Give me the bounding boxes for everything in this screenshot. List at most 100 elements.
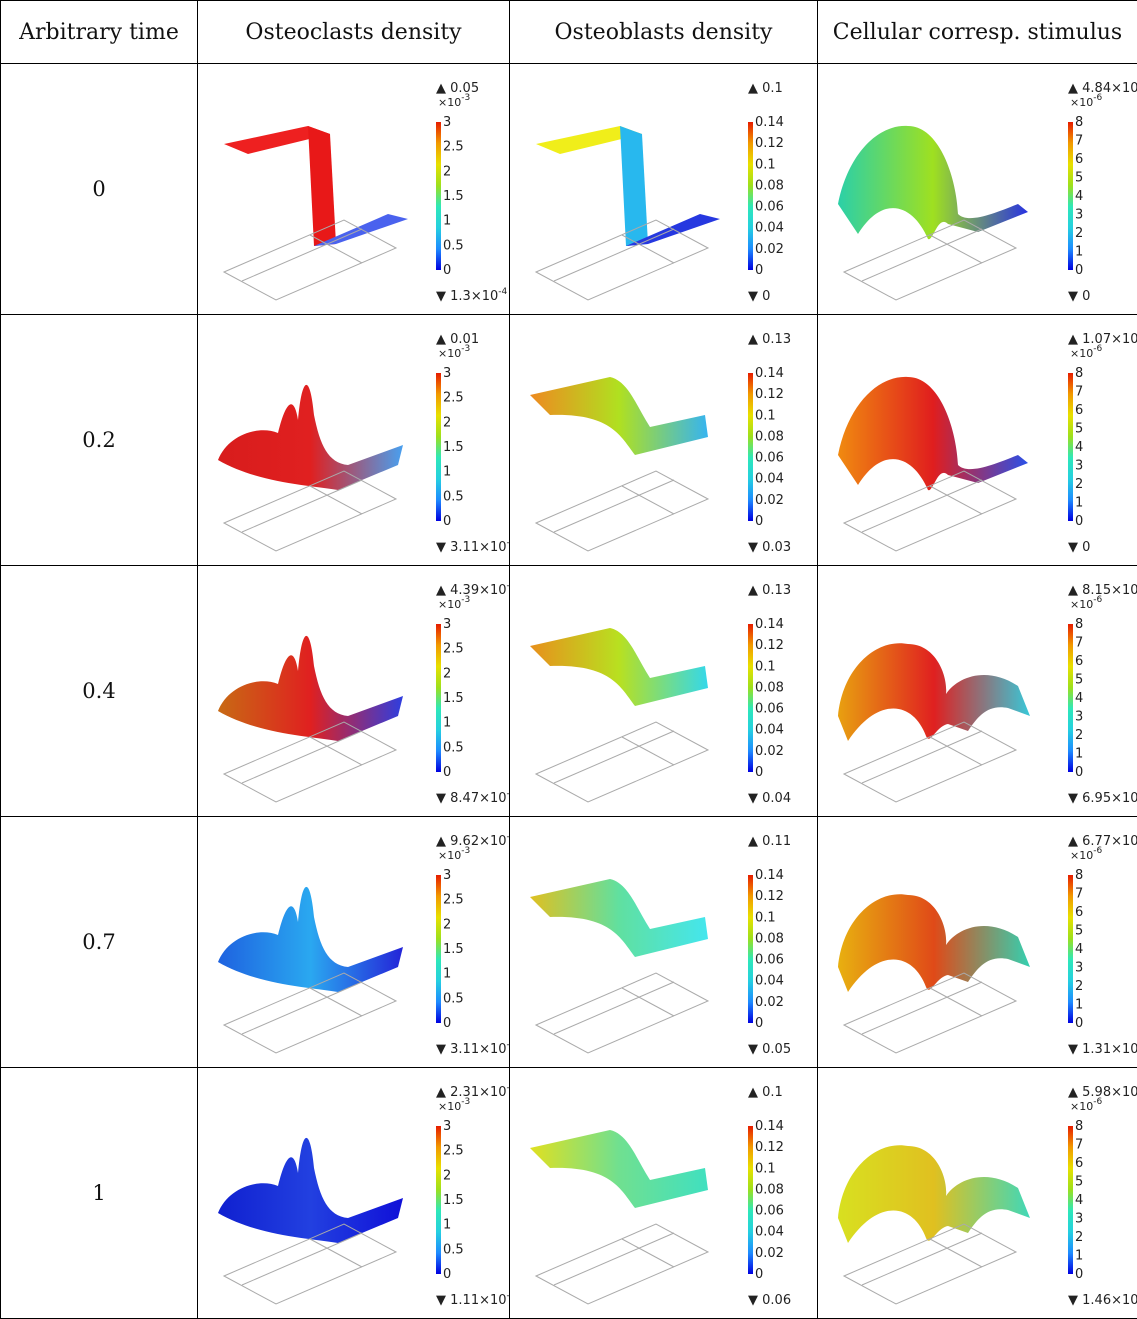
colorbar-tick-label: 0 [755, 514, 763, 529]
colorbar-tick-label: 2 [443, 164, 451, 179]
osteoclasts-plot-cell: ▲ 9.62×10-4▼ 3.11×10-5×10-332.521.510.50 [198, 817, 510, 1068]
colorbar-max-label: ▲ 1.07×10-5 [1068, 330, 1137, 347]
colorbar-tick-label: 0.14 [755, 868, 784, 883]
colorbar-min-label: ▼ 1.31×10-6 [1068, 1040, 1137, 1057]
colorbar-tick-label: 2 [443, 415, 451, 430]
colorbar-tick-label: 0.1 [755, 1161, 776, 1176]
colorbar-tick-label: 1 [1075, 1249, 1083, 1264]
colorbar-max-label: ▲ 8.15×10-6 [1068, 581, 1137, 598]
colorbar-exponent: ×10-6 [1070, 344, 1102, 360]
colorbar-tick-label: 3 [443, 366, 451, 381]
colorbar-tick-label: 0.5 [443, 991, 464, 1006]
colorbar-max-label: ▲ 0.1 [748, 81, 783, 96]
colorbar-tick-label: 2.5 [443, 642, 464, 657]
colorbar-tick-label: 1.5 [443, 942, 464, 957]
surface-plot [838, 126, 1028, 239]
colorbar-tick-label: 0 [1075, 263, 1083, 278]
colorbar-tick-label: 0.1 [755, 157, 776, 172]
colorbar-tick-label: 0 [1075, 1016, 1083, 1031]
colorbar-tick-label: 2.5 [443, 140, 464, 155]
colorbar-tick-label: 0.14 [755, 617, 784, 632]
colorbar-tick-label: 1 [443, 967, 451, 982]
colorbar-tick-label: 6 [1075, 905, 1083, 920]
table-row: 0.4▲ 4.39×10-3▼ 8.47×10-5×10-332.521.510… [1, 566, 1137, 817]
header-stimulus: Cellular corresp. stimulus [818, 1, 1137, 64]
colorbar-gradient [748, 875, 753, 1023]
colorbar-tick-label: 0.06 [755, 451, 784, 466]
surface-plot [838, 1145, 1030, 1243]
colorbar-exponent: ×10-3 [438, 1097, 470, 1113]
colorbar-tick-label: 0.02 [755, 1246, 784, 1261]
colorbar-tick-label: 4 [1075, 189, 1083, 204]
colorbar-tick-label: 0 [1075, 514, 1083, 529]
colorbar-tick-label: 0.02 [755, 493, 784, 508]
osteoclasts-surface-figure: ▲ 9.62×10-4▼ 3.11×10-5×10-332.521.510.50 [198, 817, 510, 1067]
colorbar-tick-label: 0.08 [755, 1182, 784, 1197]
colorbar-tick-label: 3 [1075, 1212, 1083, 1227]
colorbar-min-label: ▼ 0.04 [748, 791, 791, 806]
osteoclasts-plot-cell: ▲ 4.39×10-3▼ 8.47×10-5×10-332.521.510.50 [198, 566, 510, 817]
colorbar-tick-label: 0.12 [755, 1140, 784, 1155]
colorbar: ▲ 0.1▼ 00.140.120.10.080.060.040.020 [748, 81, 784, 304]
table-row: 1▲ 2.31×10-4▼ 1.11×10-5×10-332.521.510.5… [1, 1068, 1137, 1319]
colorbar-tick-label: 1 [443, 465, 451, 480]
colorbar-tick-label: 0.12 [755, 387, 784, 402]
colorbar-tick-label: 2 [1075, 226, 1083, 241]
colorbar-tick-label: 4 [1075, 440, 1083, 455]
colorbar-min-label: ▼ 1.11×10-5 [436, 1291, 510, 1308]
colorbar-tick-label: 5 [1075, 1175, 1083, 1190]
colorbar-tick-label: 0.02 [755, 744, 784, 759]
colorbar-tick-label: 2.5 [443, 1144, 464, 1159]
colorbar-tick-label: 0.08 [755, 931, 784, 946]
colorbar-max-label: ▲ 0.1 [748, 1085, 783, 1100]
colorbar-min-label: ▼ 0 [1068, 289, 1090, 304]
colorbar-tick-label: 8 [1075, 115, 1083, 130]
colorbar-tick-label: 5 [1075, 924, 1083, 939]
colorbar-tick-label: 4 [1075, 1193, 1083, 1208]
colorbar-tick-label: 3 [443, 1119, 451, 1134]
osteoblasts-surface-figure: ▲ 0.1▼ 0.060.140.120.10.080.060.040.020 [510, 1068, 818, 1318]
surface-plot [530, 879, 708, 957]
surface-peaks [218, 636, 403, 741]
colorbar-tick-label: 0.02 [755, 995, 784, 1010]
colorbar-tick-label: 4 [1075, 691, 1083, 706]
table-row: 0.2▲ 0.01▼ 3.11×10-4×10-332.521.510.50▲ … [1, 315, 1137, 566]
colorbar-tick-label: 7 [1075, 1138, 1083, 1153]
surface-wave [530, 879, 708, 957]
colorbar-tick-label: 1 [443, 214, 451, 229]
colorbar-tick-label: 0.04 [755, 221, 784, 236]
colorbar-tick-label: 0 [1075, 1267, 1083, 1282]
colorbar-tick-label: 1 [1075, 245, 1083, 260]
colorbar-tick-label: 0.12 [755, 889, 784, 904]
colorbar-tick-label: 0.5 [443, 238, 464, 253]
colorbar-tick-label: 0.06 [755, 702, 784, 717]
osteoclasts-surface-figure: ▲ 0.05▼ 1.3×10-4×10-332.521.510.50 [198, 64, 510, 314]
surface-plot [838, 643, 1030, 741]
colorbar-tick-label: 7 [1075, 636, 1083, 651]
colorbar-tick-label: 1 [1075, 496, 1083, 511]
colorbar-tick-label: 8 [1075, 868, 1083, 883]
surface-wave [530, 377, 708, 455]
colorbar-tick-label: 7 [1075, 385, 1083, 400]
colorbar-tick-label: 2.5 [443, 391, 464, 406]
surface-dome [838, 643, 1030, 741]
colorbar-gradient [748, 1126, 753, 1274]
osteoblasts-surface-figure: ▲ 0.13▼ 0.030.140.120.10.080.060.040.020 [510, 315, 818, 565]
colorbar-gradient [436, 875, 441, 1023]
surface-plot [536, 126, 720, 246]
colorbar-tick-label: 0.08 [755, 680, 784, 695]
time-cell: 0.7 [1, 817, 198, 1068]
colorbar: ▲ 0.13▼ 0.030.140.120.10.080.060.040.020 [748, 332, 791, 555]
colorbar-tick-label: 0 [443, 1016, 451, 1031]
colorbar-max-label: ▲ 5.98×10-6 [1068, 1083, 1137, 1100]
colorbar-min-label: ▼ 1.3×10-4 [436, 287, 507, 304]
